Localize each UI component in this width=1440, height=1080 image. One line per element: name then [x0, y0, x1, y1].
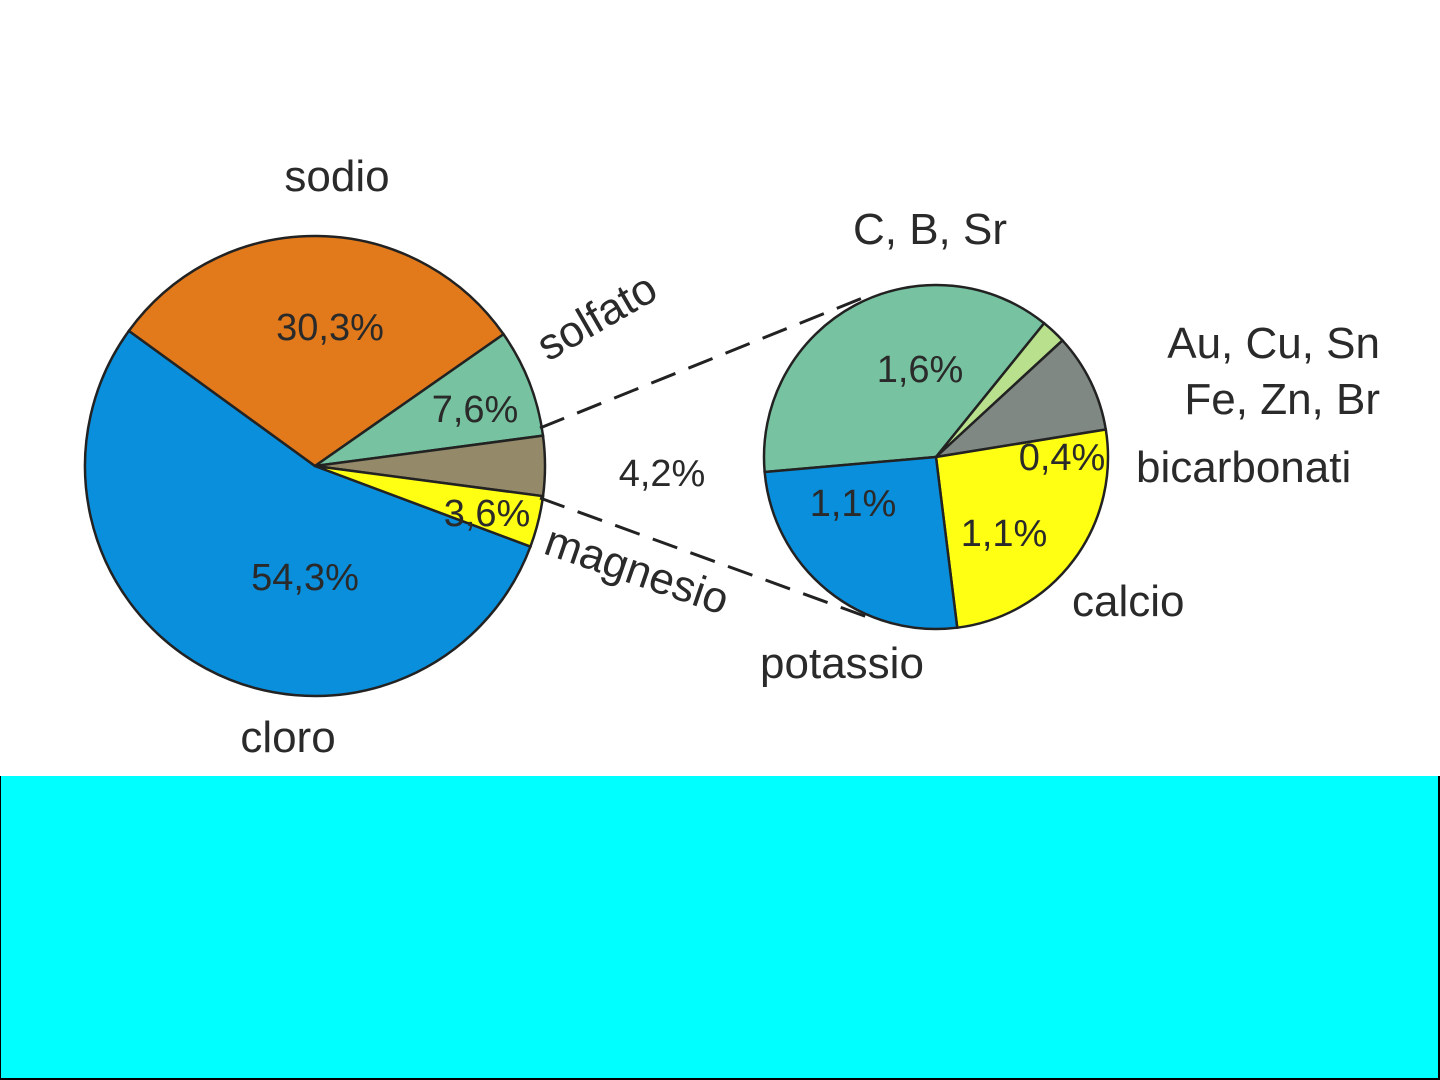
- label-bicarbonati: bicarbonati: [1136, 443, 1351, 492]
- value-label-bicarbonati: 0,4%: [1019, 437, 1106, 479]
- detail-pie-slice-c-b-sr: [762, 283, 1046, 474]
- label-trace-elements-line2: Fe, Zn, Br: [1184, 375, 1380, 424]
- label-trace-elements-line1: Au, Cu, Sn: [1167, 319, 1380, 368]
- value-label-exploded-slice: 4,2%: [619, 453, 706, 495]
- main-pie-slice-cloro: [83, 329, 533, 698]
- value-label-potassio: 1,1%: [810, 483, 897, 525]
- value-label-magnesio: 3,6%: [444, 493, 531, 535]
- main-pie: [83, 234, 547, 698]
- label-calcio: calcio: [1072, 577, 1185, 626]
- connector-lines: [539, 293, 871, 620]
- main-pie-slice-magnesio: [314, 464, 545, 549]
- value-label-cloro: 54,3%: [251, 557, 359, 599]
- label-solfato: solfato: [529, 263, 666, 370]
- label-potassio: potassio: [760, 639, 924, 688]
- detail-pie-slice-bicarbonati: [932, 338, 1108, 459]
- value-label-calcio: 1,1%: [961, 513, 1048, 555]
- cyan-footer-panel: [1, 776, 1438, 1078]
- main-pie-slice-solfato: [314, 332, 545, 468]
- main-pie-slice-sodio: [127, 234, 506, 468]
- slide-content-area: sodio cloro solfato magnesio 30,3% 54,3%…: [0, 0, 1440, 776]
- label-cloro: cloro: [240, 713, 335, 762]
- value-label-solfato: 7,6%: [432, 389, 519, 431]
- value-label-sodio: 30,3%: [276, 307, 384, 349]
- value-label-c-b-sr: 1,6%: [877, 349, 964, 391]
- label-c-b-sr: C, B, Sr: [853, 205, 1007, 254]
- label-sodio: sodio: [284, 152, 389, 201]
- detail-pie-slice-potassio: [763, 455, 959, 631]
- pie-chart-figure: sodio cloro solfato magnesio 30,3% 54,3%…: [83, 152, 1380, 762]
- detail-pie: [762, 283, 1110, 631]
- detail-pie-slice-calcio: [934, 428, 1110, 630]
